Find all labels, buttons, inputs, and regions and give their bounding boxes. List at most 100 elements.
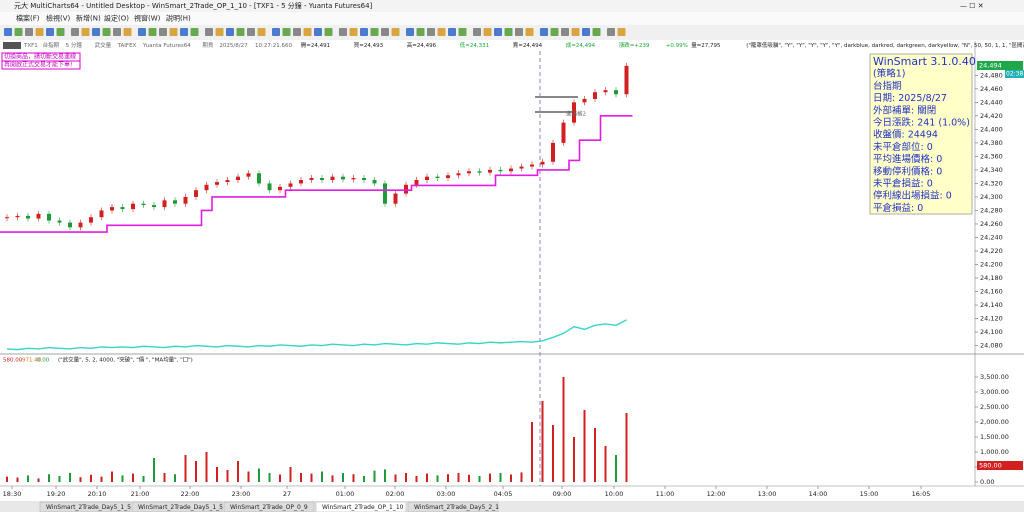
- candle-body: [351, 178, 356, 180]
- y-tick-label: 24,200: [980, 260, 1003, 268]
- toolbar-button[interactable]: [226, 28, 234, 36]
- candle-body: [414, 180, 419, 185]
- toolbar-button[interactable]: [56, 28, 65, 36]
- toolbar-button[interactable]: [406, 28, 414, 36]
- y-tick-label: 1,000.00: [980, 448, 1009, 456]
- info-line: 平均進場價格: 0: [873, 153, 942, 165]
- toolbar-button[interactable]: [437, 28, 446, 36]
- y-tick-label: 0.00: [980, 478, 994, 486]
- note: 再開啟正式交易才能下單!: [4, 61, 72, 69]
- toolbar-button[interactable]: [504, 28, 513, 36]
- volume-bar: [205, 452, 208, 482]
- toolbar-button[interactable]: [617, 28, 626, 36]
- volume-bar: [37, 478, 40, 482]
- window-tab[interactable]: [315, 501, 407, 512]
- candle-body: [488, 169, 492, 173]
- toolbar-button[interactable]: [169, 28, 178, 36]
- toolbar-button[interactable]: [582, 28, 590, 36]
- toolbar-button[interactable]: [190, 28, 199, 36]
- toolbar-button[interactable]: [561, 28, 569, 36]
- volume-bar: [321, 471, 323, 482]
- toolbar-button[interactable]: [215, 28, 224, 36]
- toolbar-button[interactable]: [381, 28, 389, 36]
- toolbar-button[interactable]: [180, 28, 188, 36]
- toolbar-button[interactable]: [515, 28, 523, 36]
- toolbar-button[interactable]: [138, 28, 146, 36]
- menu-item[interactable]: 設定(O): [104, 14, 129, 23]
- candle-body: [89, 217, 93, 223]
- toolbar-button[interactable]: [550, 28, 559, 36]
- menu-item[interactable]: 說明(H): [166, 14, 191, 23]
- toolbar-button[interactable]: [571, 28, 580, 36]
- volume-bar: [604, 446, 607, 482]
- toolbar-button[interactable]: [324, 28, 333, 36]
- window-tab[interactable]: [223, 501, 315, 512]
- toolbar-button[interactable]: [349, 28, 358, 36]
- candle-body: [131, 203, 135, 210]
- toolbar-button[interactable]: [427, 28, 435, 36]
- y-tick-label: 2,000.00: [980, 418, 1009, 426]
- menu-item[interactable]: 新增(N): [76, 14, 101, 23]
- toolbar-button[interactable]: [123, 28, 132, 36]
- toolbar-button[interactable]: [46, 28, 54, 36]
- toolbar-button[interactable]: [205, 28, 213, 36]
- toolbar-button[interactable]: [525, 28, 534, 36]
- toolbar-button[interactable]: [4, 28, 12, 36]
- candle-body: [183, 196, 188, 204]
- toolbar-button[interactable]: [14, 28, 23, 36]
- volume-params: ("武交量", 5, 2, 4000, "突破", "價 ", "MA均量", …: [58, 356, 193, 364]
- toolbar-button[interactable]: [458, 28, 467, 36]
- volume-bar: [237, 461, 239, 482]
- toolbar-button[interactable]: [148, 28, 157, 36]
- toolbar-button[interactable]: [257, 28, 266, 36]
- window-tab[interactable]: [39, 501, 131, 512]
- window-tab[interactable]: [131, 501, 223, 512]
- toolbar-button[interactable]: [607, 28, 615, 36]
- window-controls[interactable]: — ☐ ✕: [960, 2, 984, 10]
- toolbar-button[interactable]: [360, 28, 368, 36]
- toolbar-button[interactable]: [247, 28, 255, 36]
- toolbar-button[interactable]: [113, 28, 121, 36]
- toolbar-button[interactable]: [303, 28, 312, 36]
- toolbar-button[interactable]: [314, 28, 322, 36]
- menu-item[interactable]: 檔案(F): [16, 14, 40, 23]
- candle-body: [530, 164, 534, 167]
- toolbar-button[interactable]: [25, 28, 33, 36]
- toolbar-button[interactable]: [370, 28, 379, 36]
- volume-bar: [153, 458, 155, 482]
- toolbar-button[interactable]: [102, 28, 111, 36]
- toolbar-button[interactable]: [416, 28, 425, 36]
- toolbar-button[interactable]: [339, 28, 347, 36]
- menu-item[interactable]: 視窗(W): [134, 14, 161, 23]
- toolbar-button[interactable]: [540, 28, 548, 36]
- toolbar-button[interactable]: [272, 28, 280, 36]
- volume-bar: [426, 473, 428, 482]
- toolbar-button[interactable]: [473, 28, 481, 36]
- time-tag: 02:38: [1006, 71, 1023, 78]
- time-label: 03:00: [437, 490, 456, 498]
- toolbar-button[interactable]: [81, 28, 90, 36]
- y-tick-label: 24,240: [980, 233, 1003, 241]
- toolbar-button[interactable]: [448, 28, 456, 36]
- y-tick-label: 24,160: [980, 288, 1003, 296]
- menu-item[interactable]: 檢視(V): [46, 14, 71, 23]
- toolbar-button[interactable]: [293, 28, 301, 36]
- toolbar-button[interactable]: [494, 28, 502, 36]
- toolbar-button[interactable]: [159, 28, 167, 36]
- y-tick-label: 24,420: [980, 112, 1003, 120]
- window-tab[interactable]: [407, 501, 499, 512]
- toolbar-button[interactable]: [236, 28, 245, 36]
- volume-bar: [142, 476, 145, 482]
- candle-body: [498, 169, 503, 172]
- toolbar-button[interactable]: [483, 28, 492, 36]
- toolbar-button[interactable]: [391, 28, 400, 36]
- toolbar-button[interactable]: [282, 28, 291, 36]
- toolbar-button[interactable]: [71, 28, 79, 36]
- toolbar-button[interactable]: [35, 28, 44, 36]
- info-line: 平倉損益: 0: [873, 202, 923, 214]
- candle-body: [78, 222, 83, 228]
- toolbar-button[interactable]: [592, 28, 601, 36]
- toolbar-button[interactable]: [92, 28, 100, 36]
- volume-bar: [405, 473, 407, 482]
- volume-header: 0.00: [37, 358, 50, 364]
